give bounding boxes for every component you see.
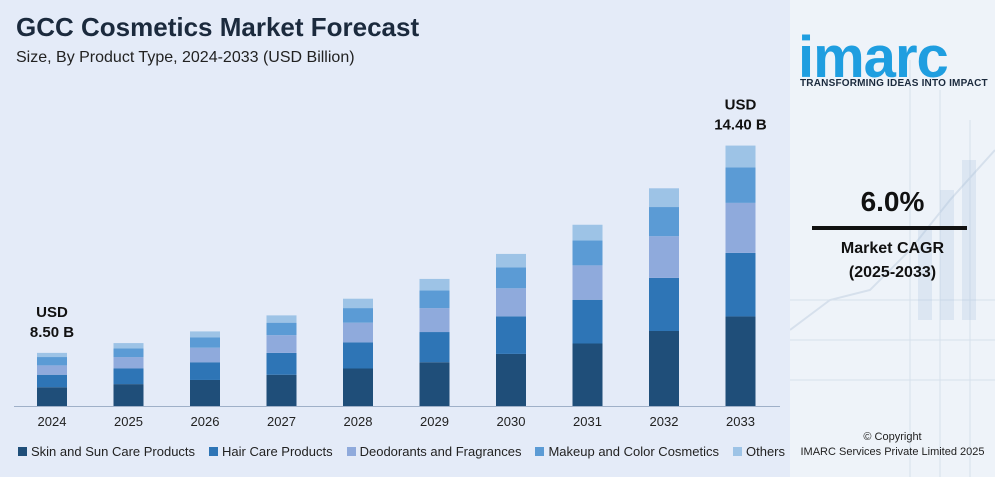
bar-segment-2033-2: [725, 252, 756, 317]
bar-segment-2029-2: [419, 332, 450, 363]
legend-item-2: Hair Care Products: [209, 444, 333, 459]
background-chart-decoration: [790, 60, 995, 477]
bar-segment-2032-3: [649, 236, 679, 278]
bar-segment-2025-2: [113, 368, 144, 385]
bar-segment-2027-3: [266, 335, 297, 353]
annotation-2033-line-1: USD: [725, 97, 757, 114]
brand-tagline: TRANSFORMING IDEAS INTO IMPACT: [800, 78, 988, 89]
bar-segment-2031-5: [572, 224, 603, 241]
side-panel: imarc TRANSFORMING IDEAS INTO IMPACT 6.0…: [790, 0, 995, 477]
legend-item-3: Deodorants and Fragrances: [346, 444, 522, 459]
x-tick-label-2033: 2033: [726, 414, 755, 429]
bar-segment-2024-2: [37, 374, 67, 388]
annotation-2033-line-2: 14.40 B: [714, 117, 767, 134]
imarc-logo: imarc: [798, 25, 949, 90]
x-tick-label-2029: 2029: [420, 414, 449, 429]
bar-segment-2032-1: [649, 331, 679, 406]
x-tick-label-2025: 2025: [114, 414, 143, 429]
legend-swatch: [535, 447, 545, 456]
bar-segment-2029-1: [419, 362, 450, 406]
bar-segment-2025-1: [113, 384, 144, 406]
annotation-2024-line-2: 8.50 B: [30, 324, 74, 341]
bar-segment-2027-2: [266, 352, 297, 375]
bar-segment-2031-4: [572, 240, 603, 266]
copyright-text: © Copyright: [863, 431, 922, 443]
x-tick-label-2030: 2030: [497, 414, 526, 429]
bar-segment-2029-4: [419, 290, 450, 309]
bar-segment-2028-2: [343, 342, 373, 369]
legend-swatch: [346, 447, 356, 456]
bar-segment-2027-4: [266, 322, 297, 336]
cagr-label: Market CAGR: [840, 240, 945, 257]
chart-title: GCC Cosmetics Market Forecast: [16, 12, 420, 42]
cagr-divider: [812, 226, 967, 230]
legend-label: Others: [746, 444, 786, 459]
bar-segment-2032-4: [649, 207, 679, 237]
bar-segment-2024-1: [37, 387, 67, 406]
x-tick-label-2024: 2024: [38, 414, 67, 429]
bar-segment-2030-5: [496, 253, 526, 268]
bar-segment-2027-5: [266, 315, 297, 323]
chart-subtitle: Size, By Product Type, 2024-2033 (USD Bi…: [16, 49, 355, 66]
bar-segment-2027-1: [266, 374, 297, 406]
bar-segment-2032-2: [649, 277, 679, 331]
legend-label: Makeup and Color Cosmetics: [548, 444, 719, 459]
bar-segment-2030-2: [496, 316, 526, 354]
bar-segment-2025-4: [113, 348, 144, 358]
legend-swatch: [209, 447, 219, 456]
bar-segment-2024-4: [37, 357, 67, 366]
bar-segment-2026-5: [190, 331, 220, 338]
legend-item-5: Others: [733, 444, 785, 459]
bar-segment-2033-5: [725, 145, 756, 168]
company-text: IMARC Services Private Limited 2025: [800, 446, 985, 458]
bar-segment-2024-3: [37, 365, 67, 375]
legend-label: Deodorants and Fragrances: [359, 444, 522, 459]
annotation-2024-line-1: USD: [36, 304, 68, 321]
x-tick-label-2028: 2028: [344, 414, 373, 429]
x-tick-label-2027: 2027: [267, 414, 296, 429]
legend-swatch: [18, 447, 27, 456]
x-tick-label-2026: 2026: [191, 414, 220, 429]
legend: Skin and Sun Care Products Hair Care Prod…: [18, 444, 785, 459]
bar-segment-2028-4: [343, 308, 373, 323]
bar-segment-2028-5: [343, 298, 373, 309]
legend-label: Hair Care Products: [222, 444, 333, 459]
stacked-bar-chart: 2024 2025 2026 2027 2028 2029 2030 2031 2032 2033…: [14, 97, 780, 429]
bar-segment-2028-1: [343, 368, 373, 406]
bar-segment-2033-3: [725, 202, 756, 253]
bar-segment-2031-1: [572, 343, 603, 406]
bar-segment-2026-3: [190, 347, 220, 363]
bar-segment-2033-1: [725, 316, 756, 406]
bar-segment-2033-4: [725, 167, 756, 203]
bar-segment-2025-5: [113, 343, 144, 349]
bar-segment-2026-1: [190, 379, 220, 406]
cagr-period: (2025-2033): [848, 264, 937, 281]
x-tick-label-2032: 2032: [650, 414, 679, 429]
bar-segment-2030-1: [496, 353, 526, 406]
bar-segment-2031-3: [572, 265, 603, 300]
bar-segment-2026-4: [190, 337, 220, 348]
bar-segment-2024-5: [37, 352, 67, 358]
bar-segment-2030-3: [496, 288, 526, 317]
bar-segment-2026-2: [190, 362, 220, 380]
bar-segment-2031-2: [572, 299, 603, 344]
chart-panel: GCC Cosmetics Market Forecast Size, By P…: [0, 0, 790, 477]
legend-item-1: Skin and Sun Care Products: [18, 444, 195, 459]
bar-segment-2030-4: [496, 267, 526, 289]
legend-swatch: [733, 447, 742, 456]
bar-segment-2032-5: [649, 188, 679, 208]
bar-segment-2025-3: [113, 357, 144, 369]
legend-item-4: Makeup and Color Cosmetics: [535, 444, 719, 459]
bar-segment-2029-3: [419, 308, 450, 333]
bar-segment-2029-5: [419, 278, 450, 291]
cagr-value: 6.0%: [860, 186, 925, 217]
x-tick-label-2031: 2031: [573, 414, 602, 429]
legend-label: Skin and Sun Care Products: [31, 444, 196, 459]
bar-segment-2028-3: [343, 322, 373, 343]
